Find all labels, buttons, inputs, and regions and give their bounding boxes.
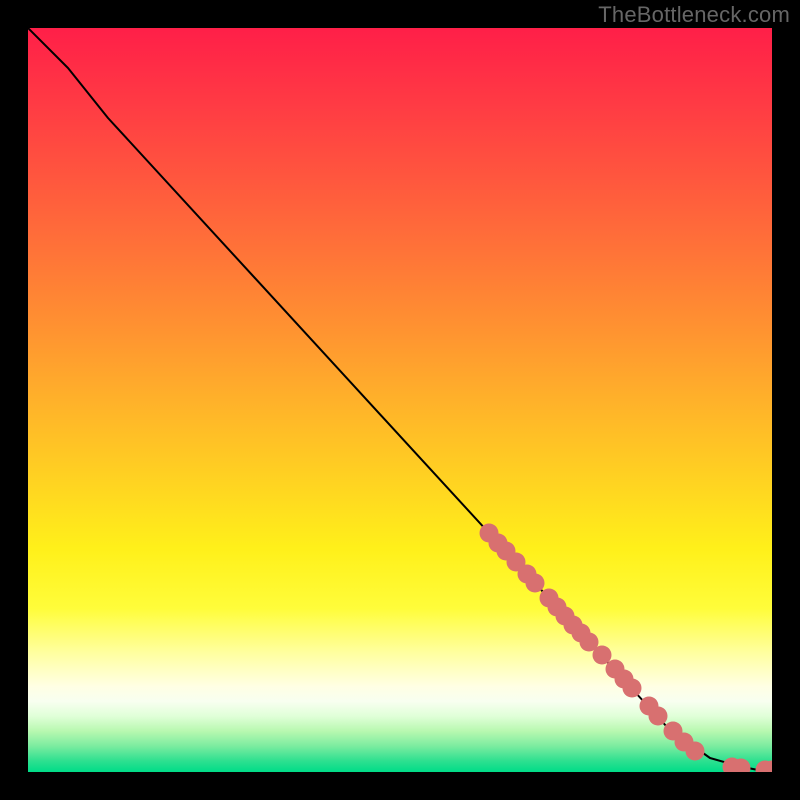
watermark-text: TheBottleneck.com bbox=[598, 2, 790, 28]
marker-point bbox=[593, 646, 612, 665]
curve-line bbox=[28, 28, 772, 771]
marker-point bbox=[623, 679, 642, 698]
chart-overlay bbox=[28, 28, 772, 772]
plot-area bbox=[28, 28, 772, 772]
frame: TheBottleneck.com bbox=[0, 0, 800, 800]
marker-point bbox=[649, 707, 668, 726]
marker-group bbox=[480, 524, 773, 773]
marker-point bbox=[686, 742, 705, 761]
marker-point bbox=[526, 574, 545, 593]
